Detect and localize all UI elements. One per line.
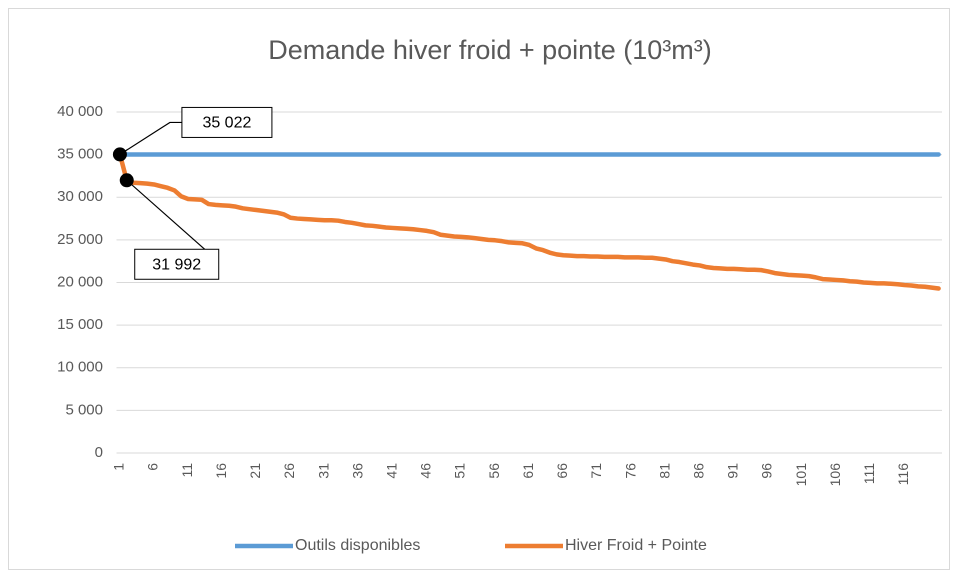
x-tick-label: 46 [418,463,434,479]
x-tick-label: 21 [247,463,263,479]
x-tick-label: 71 [588,463,604,479]
x-tick-label: 81 [656,463,672,479]
x-tick-label: 116 [895,463,911,486]
x-tick-label: 16 [213,463,229,479]
x-tick-label: 11 [179,463,195,478]
x-tick-label: 31 [315,463,331,479]
x-tick-label: 36 [349,463,365,479]
label-box [134,248,220,280]
y-tick-label: 10 000 [57,359,103,376]
data-point [112,147,127,162]
label-leader [119,121,182,155]
y-tick-label: 30 000 [57,188,103,205]
legend-label: Outils disponibles [295,537,420,554]
chart-title: Demande hiver froid + pointe (10³m³) [268,35,711,65]
x-tick-label: 111 [861,463,877,484]
x-tick-label: 56 [486,463,502,479]
chart-border [8,8,950,570]
x-tick-label: 86 [691,463,707,479]
x-tick-label: 61 [520,463,536,479]
data-point [119,173,134,188]
label-leader [126,179,206,250]
y-tick-label: 0 [95,444,103,461]
x-tick-label: 6 [145,463,161,471]
y-tick-label: 20 000 [57,273,103,290]
x-tick-label: 1 [111,463,127,471]
y-tick-label: 35 000 [57,146,103,163]
y-tick-label: 40 000 [57,103,103,120]
series-line [117,152,941,291]
x-tick-label: 26 [281,463,297,479]
x-tick-label: 101 [793,463,809,487]
y-tick-label: 15 000 [57,316,103,333]
y-tick-label: 5 000 [65,401,103,418]
data-label: 35 022 [202,115,251,132]
label-box [181,106,273,138]
x-tick-label: 41 [384,463,400,479]
x-tick-label: 51 [452,463,468,479]
x-tick-label: 96 [759,463,775,479]
x-tick-label: 76 [622,463,638,479]
x-tick-label: 66 [554,463,570,479]
x-tick-label: 91 [725,463,741,479]
y-tick-label: 25 000 [57,231,103,248]
x-tick-label: 106 [827,463,843,487]
legend-label: Hiver Froid + Pointe [565,537,707,554]
data-label: 31 992 [152,256,201,273]
